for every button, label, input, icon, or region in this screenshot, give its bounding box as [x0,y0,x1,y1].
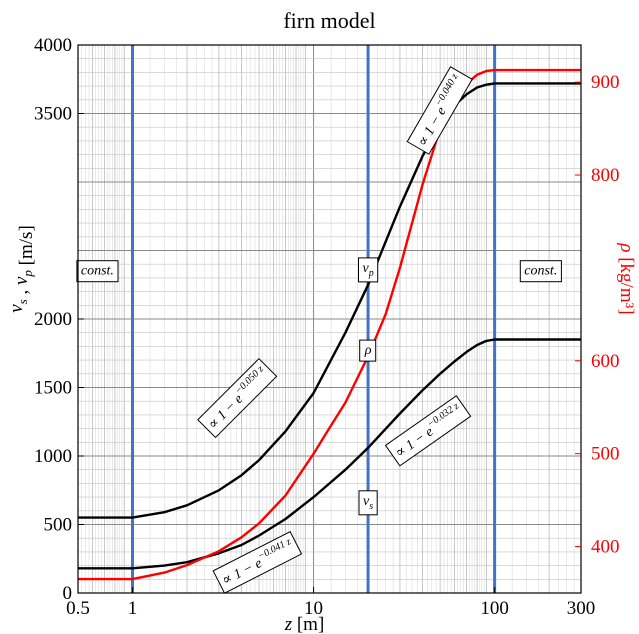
y-right-tick-label: 400 [591,537,620,558]
y-axis-label: vs , vp [m/s] [6,225,37,313]
series-line-rho [78,70,581,579]
grid-lines [78,45,581,593]
y-tick-label: 500 [44,515,73,536]
annotation-const_right: const. [520,261,561,282]
x-tick-label: 100 [480,598,509,619]
annotation-fit_vp_left: ∝ 1 − e−0.050 z [198,359,277,438]
y-tick-label: 3500 [34,104,72,125]
annotation-text: ρ [364,343,372,358]
x-axis-label: z [m] [284,614,325,634]
axis-ticks: 0.5 1 10 100 3000500100015002000350040004005… [6,35,637,634]
y-tick-label: 0 [63,583,73,604]
y-right-tick-label: 800 [591,165,620,186]
y-right-tick-label: 500 [591,444,620,465]
y-tick-label: 1500 [34,378,72,399]
annotation-rho: ρ [360,340,376,361]
chart-title: firn model [283,8,375,33]
x-tick-label: 300 [567,598,596,619]
y-tick-label: 2000 [34,309,72,330]
series-line-vp [78,83,581,517]
annotation-const_left: const. [77,261,118,282]
y-right-tick-label: 900 [591,72,620,93]
annotation-text: const. [81,264,114,279]
y-right-tick-label: 600 [591,351,620,372]
data-series [78,70,581,579]
y-tick-label: 4000 [34,35,72,56]
y-tick-label: 1000 [34,446,72,467]
y-right-axis-label: ρ [kg/m³] [616,242,637,314]
annotation-vs: vs [359,491,377,515]
x-tick-label: 1 [128,598,138,619]
annotation-vp: vp [359,258,378,282]
annotation-text: const. [524,264,557,279]
